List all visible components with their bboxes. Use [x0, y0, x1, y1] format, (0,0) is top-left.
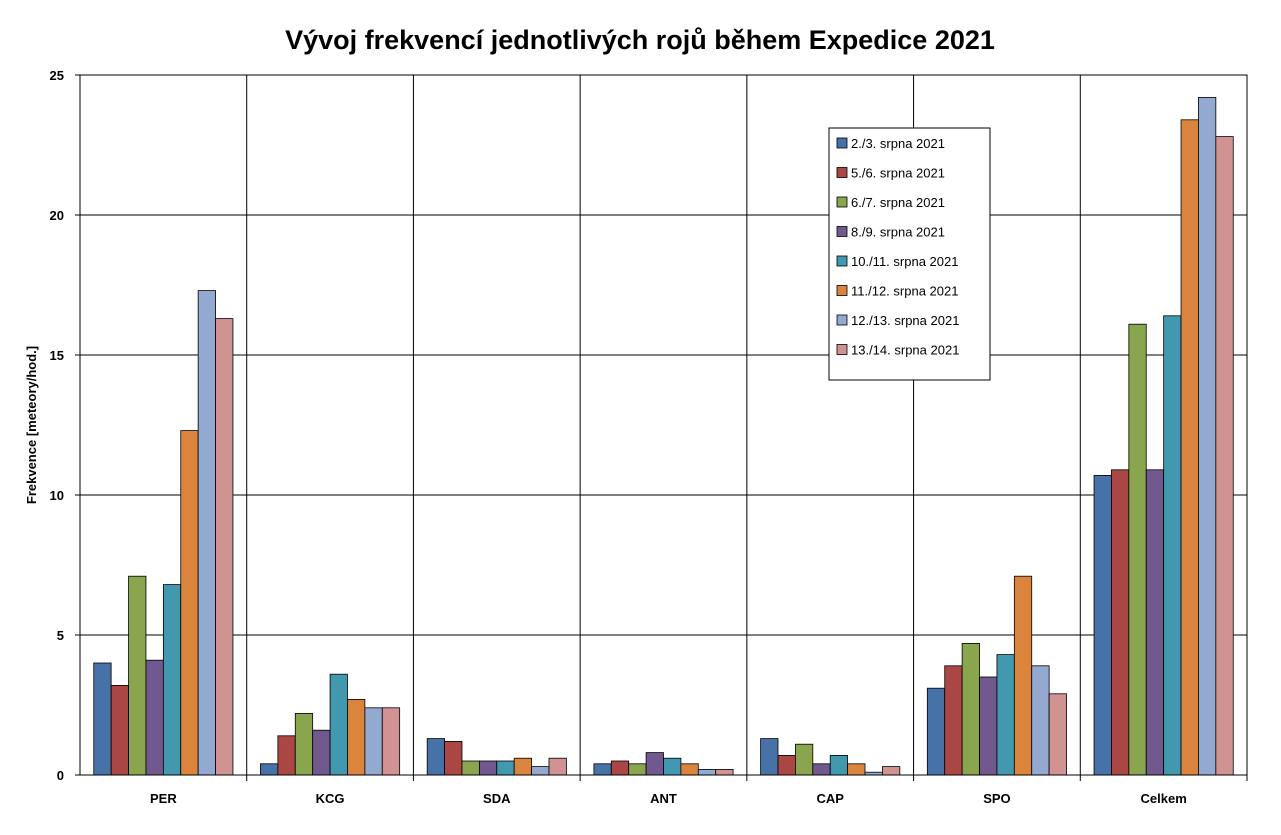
legend-label: 6./7. srpna 2021 — [851, 195, 945, 210]
legend-swatch — [836, 314, 848, 326]
bar-kcg-series-7 — [364, 707, 383, 776]
bar-ant-series-3 — [628, 763, 647, 776]
y-tick-label: 5 — [57, 628, 64, 643]
bar-sda-series-8 — [548, 757, 567, 776]
bar-sda-series-5 — [496, 760, 515, 776]
bar-celkem-series-4 — [1145, 469, 1165, 776]
bar-ant-series-1 — [593, 763, 612, 776]
bar-cap-series-8 — [882, 766, 901, 776]
bar-sda-series-4 — [478, 760, 498, 776]
bar-ant-series-7 — [697, 769, 717, 776]
bar-per-series-7 — [197, 290, 216, 776]
bar-spo-series-5 — [996, 654, 1015, 776]
bar-spo-series-6 — [1013, 575, 1033, 776]
legend: 2./3. srpna 2021 5./6. srpna 2021 6./7. sr… — [828, 127, 991, 381]
bar-per-series-2 — [110, 685, 129, 776]
bar-celkem-series-5 — [1163, 315, 1182, 776]
bar-celkem-series-2 — [1111, 469, 1130, 776]
y-tick-label: 0 — [57, 768, 64, 783]
bar-cap-series-4 — [812, 763, 831, 776]
x-tick-label-celkem: Celkem — [1141, 791, 1187, 806]
bar-per-series-8 — [215, 318, 234, 776]
legend-swatch — [836, 344, 848, 355]
y-axis-label: Frekvence [meteory/hod.] — [24, 346, 39, 504]
x-tick-label-cap: CAP — [816, 791, 844, 806]
y-tick-label: 20 — [50, 208, 64, 223]
bar-spo-series-7 — [1031, 665, 1050, 776]
bar-cap-series-5 — [829, 755, 849, 776]
legend-swatch — [836, 137, 848, 149]
legend-swatch — [836, 226, 848, 237]
bar-sda-series-2 — [444, 741, 463, 776]
bar-celkem-series-1 — [1093, 474, 1112, 776]
bar-cap-series-3 — [795, 743, 814, 776]
legend-label: 5./6. srpna 2021 — [851, 166, 945, 181]
legend-label: 2./3. srpna 2021 — [851, 136, 945, 151]
bar-cap-series-1 — [760, 738, 779, 776]
bar-spo-series-1 — [926, 687, 946, 776]
legend-label: 10./11. srpna 2021 — [851, 254, 958, 269]
bar-per-series-1 — [93, 662, 112, 776]
bar-sda-series-6 — [513, 757, 532, 776]
legend-swatch — [836, 255, 848, 267]
x-tick-label-spo: SPO — [983, 791, 1010, 806]
bar-kcg-series-4 — [312, 729, 331, 776]
bar-sda-series-3 — [461, 760, 480, 776]
bar-per-series-6 — [180, 430, 199, 776]
bar-cap-series-6 — [847, 763, 866, 776]
bar-sda-series-7 — [531, 766, 550, 776]
bar-spo-series-2 — [944, 665, 963, 776]
bar-celkem-series-6 — [1180, 119, 1199, 776]
bar-per-series-3 — [128, 575, 147, 776]
bar-ant-series-6 — [680, 763, 699, 776]
bar-ant-series-5 — [663, 757, 682, 776]
x-tick-label-ant: ANT — [650, 791, 677, 806]
bar-sda-series-1 — [426, 738, 445, 776]
bar-kcg-series-3 — [294, 713, 314, 776]
bars-layer — [93, 97, 1234, 776]
bar-spo-series-3 — [961, 643, 980, 776]
x-tick-label-per: PER — [150, 791, 177, 806]
bar-kcg-series-2 — [277, 735, 296, 776]
legend-box — [828, 127, 991, 381]
bar-kcg-series-5 — [329, 673, 348, 776]
bar-kcg-series-6 — [347, 699, 366, 776]
legend-label: 8./9. srpna 2021 — [851, 225, 945, 240]
x-tick-label-kcg: KCG — [316, 791, 345, 806]
bar-ant-series-8 — [715, 769, 734, 776]
legend-label: 13./14. srpna 2021 — [851, 343, 959, 358]
chart-title: Vývoj frekvencí jednotlivých rojů během … — [285, 25, 995, 55]
plot-border — [79, 74, 1248, 776]
bar-per-series-4 — [145, 659, 164, 776]
legend-label: 12./13. srpna 2021 — [851, 313, 959, 328]
legend-swatch — [836, 196, 848, 208]
bar-per-series-5 — [162, 584, 182, 776]
axis-layer: 0 5 10 15 20 25 PER KCG SDA ANT CAP SPO Celkem — [50, 68, 1248, 806]
y-tick-label: 10 — [50, 488, 64, 503]
bar-ant-series-4 — [645, 752, 664, 776]
bar-celkem-series-8 — [1215, 136, 1234, 776]
bar-celkem-series-7 — [1198, 97, 1217, 776]
bar-spo-series-8 — [1048, 693, 1067, 776]
legend-swatch — [836, 285, 848, 296]
legend-label: 11./12. srpna 2021 — [851, 284, 958, 299]
bar-spo-series-4 — [979, 676, 998, 776]
legend-swatch — [836, 167, 848, 178]
y-tick-label: 25 — [50, 68, 64, 83]
bar-ant-series-2 — [610, 760, 630, 776]
y-tick-label: 15 — [50, 348, 64, 363]
bar-cap-series-2 — [777, 755, 796, 776]
x-tick-label-sda: SDA — [483, 791, 511, 806]
bar-celkem-series-3 — [1128, 323, 1147, 776]
bar-kcg-series-1 — [260, 763, 279, 776]
bar-kcg-series-8 — [381, 707, 401, 776]
grid-layer — [79, 74, 1248, 781]
